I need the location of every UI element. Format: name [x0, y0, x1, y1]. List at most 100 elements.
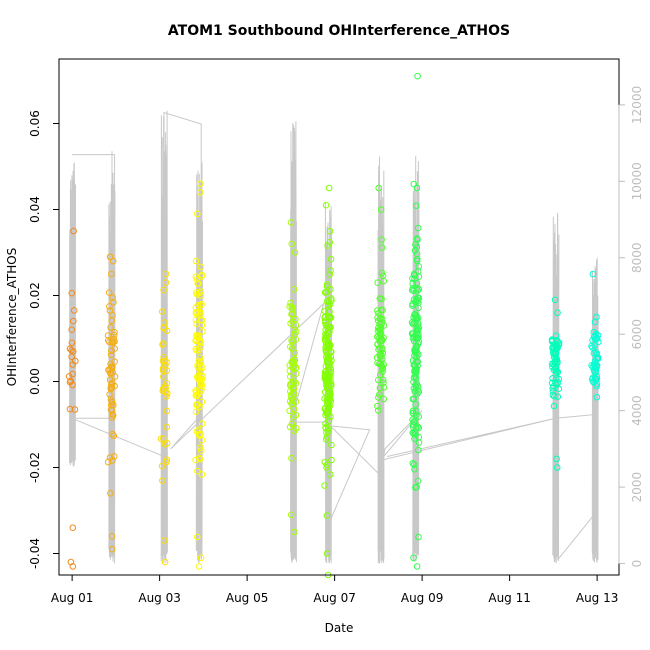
data-point	[106, 369, 114, 377]
data-point	[414, 72, 421, 80]
grey-series-segment	[591, 257, 599, 563]
data-point	[554, 342, 561, 350]
data-point	[287, 219, 295, 226]
data-point	[379, 365, 386, 373]
data-point	[162, 279, 170, 286]
y-tick-label: 0.02	[28, 282, 42, 309]
data-point	[322, 326, 329, 334]
data-point	[290, 378, 298, 386]
data-point	[287, 511, 295, 519]
data-point	[198, 300, 205, 308]
data-point	[553, 455, 560, 463]
data-point	[410, 374, 418, 381]
data-point	[376, 384, 384, 392]
data-point	[197, 263, 205, 271]
data-point	[196, 189, 204, 196]
data-point	[198, 398, 206, 406]
data-point	[109, 430, 116, 438]
data-point	[66, 378, 74, 386]
data-point	[555, 385, 563, 393]
data-point	[107, 490, 114, 497]
data-point	[107, 401, 115, 409]
data-point	[69, 370, 76, 378]
data-point	[326, 389, 334, 396]
data-point	[290, 286, 298, 293]
data-point	[197, 288, 204, 295]
data-point	[68, 326, 75, 334]
data-point	[199, 328, 206, 335]
data-point	[108, 270, 115, 278]
data-point	[107, 406, 115, 414]
data-point	[163, 367, 171, 374]
data-point	[551, 296, 559, 304]
data-point	[376, 371, 384, 379]
data-point	[69, 524, 77, 532]
data-point	[552, 357, 560, 365]
y-tick-label: 0.06	[28, 110, 42, 137]
data-point	[588, 342, 595, 350]
y2-tick-label: 12000	[630, 86, 644, 124]
data-point	[553, 464, 561, 471]
data-point	[588, 376, 596, 383]
data-point	[554, 393, 562, 401]
data-point	[68, 347, 75, 354]
data-point	[288, 337, 295, 344]
y-tick-label: 0.04	[28, 196, 42, 223]
data-point	[163, 456, 171, 464]
data-point	[158, 462, 166, 470]
data-point	[323, 550, 331, 557]
data-point	[376, 344, 384, 352]
data-point	[71, 406, 79, 413]
data-point	[289, 310, 296, 318]
y2-tick-label: 4000	[630, 395, 644, 426]
y-tick-label: -0.04	[28, 538, 42, 569]
data-point	[196, 360, 204, 368]
data-point	[549, 384, 557, 392]
data-point	[110, 335, 118, 343]
data-point	[413, 314, 420, 321]
data-point	[411, 466, 418, 473]
data-point	[159, 341, 166, 348]
data-point	[288, 306, 296, 313]
data-point	[379, 376, 387, 384]
data-point	[107, 381, 115, 389]
data-point	[104, 332, 112, 339]
data-point	[292, 315, 299, 323]
data-point	[107, 324, 114, 331]
data-point	[108, 545, 116, 553]
y2-axis: 0 2000 4000 6000 8000 10000 12000	[618, 86, 644, 567]
data-point	[291, 349, 299, 357]
data-point	[413, 243, 421, 251]
data-point	[288, 454, 295, 462]
data-point	[163, 327, 171, 335]
data-point	[195, 385, 203, 393]
data-point	[413, 380, 421, 388]
data-point	[288, 420, 296, 428]
data-point	[548, 336, 556, 343]
data-point	[551, 360, 559, 368]
data-point	[291, 249, 299, 256]
data-point	[412, 347, 420, 355]
data-point	[322, 424, 330, 431]
data-point	[327, 471, 334, 478]
data-point	[291, 528, 298, 536]
x-tick-label: Aug 01	[51, 591, 94, 605]
data-point	[324, 408, 332, 416]
data-point	[323, 396, 331, 403]
y-tick-label: -0.02	[28, 452, 42, 483]
data-point	[106, 338, 113, 346]
data-point	[288, 240, 296, 248]
data-point	[160, 435, 167, 442]
data-point	[323, 281, 331, 288]
data-point	[110, 331, 118, 339]
data-point	[378, 236, 385, 243]
data-point	[196, 432, 203, 439]
data-point	[321, 372, 329, 380]
data-point	[195, 563, 203, 570]
data-point	[111, 345, 118, 352]
data-point	[194, 467, 201, 475]
x-tick-label: Aug 05	[226, 591, 269, 605]
data-point	[589, 270, 597, 278]
data-point	[111, 453, 118, 460]
